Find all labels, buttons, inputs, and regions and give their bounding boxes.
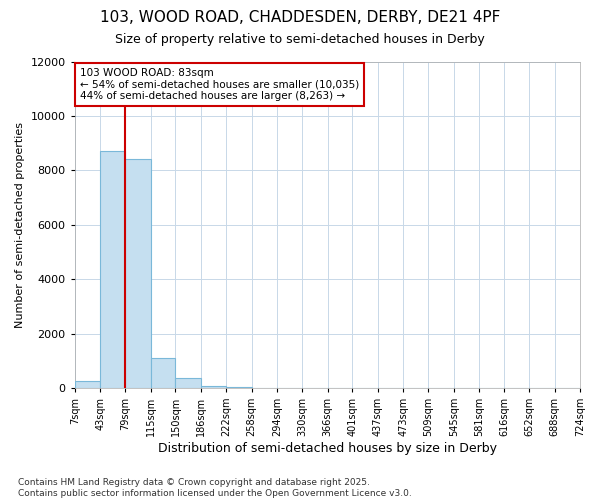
X-axis label: Distribution of semi-detached houses by size in Derby: Distribution of semi-detached houses by … — [158, 442, 497, 455]
Y-axis label: Number of semi-detached properties: Number of semi-detached properties — [15, 122, 25, 328]
Text: Size of property relative to semi-detached houses in Derby: Size of property relative to semi-detach… — [115, 32, 485, 46]
Text: 103 WOOD ROAD: 83sqm
← 54% of semi-detached houses are smaller (10,035)
44% of s: 103 WOOD ROAD: 83sqm ← 54% of semi-detac… — [80, 68, 359, 101]
Bar — [75, 381, 100, 388]
Text: Contains HM Land Registry data © Crown copyright and database right 2025.
Contai: Contains HM Land Registry data © Crown c… — [18, 478, 412, 498]
Bar — [201, 386, 226, 388]
Text: 103, WOOD ROAD, CHADDESDEN, DERBY, DE21 4PF: 103, WOOD ROAD, CHADDESDEN, DERBY, DE21 … — [100, 10, 500, 25]
Bar — [100, 152, 125, 388]
Bar — [175, 378, 201, 388]
Bar — [125, 160, 151, 388]
Bar — [151, 358, 175, 388]
